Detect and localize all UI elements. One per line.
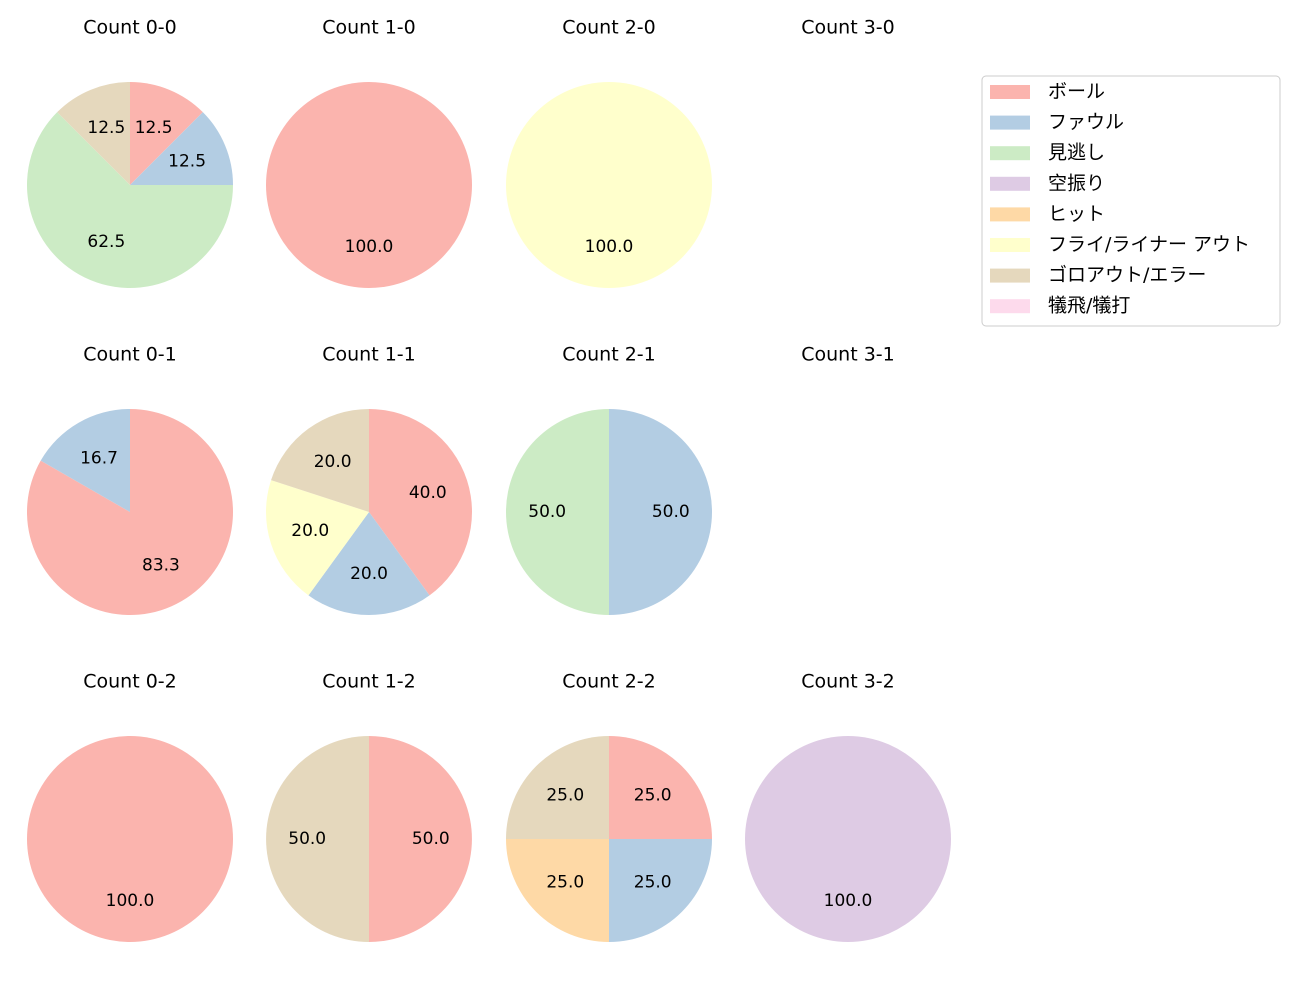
legend-swatch (990, 238, 1030, 252)
pie-slice (369, 736, 472, 942)
pie-title: Count 0-0 (83, 17, 177, 39)
pie-title: Count 2-2 (562, 671, 656, 693)
legend-swatch (990, 85, 1030, 99)
pie-slice (266, 82, 472, 288)
slice-label: 12.5 (87, 118, 125, 138)
slice-label: 50.0 (652, 502, 690, 522)
legend-label: 見逃し (1048, 142, 1105, 164)
slice-label: 100.0 (106, 891, 155, 911)
legend-swatch (990, 299, 1030, 314)
pie-slice (609, 736, 712, 839)
legend-swatch (990, 176, 1030, 191)
legend-swatch (990, 268, 1030, 283)
legend-swatch (990, 207, 1030, 222)
pie-slice (506, 409, 609, 615)
pie-slice (130, 112, 233, 185)
pie-slice (609, 839, 712, 942)
slice-label: 62.5 (87, 232, 125, 252)
pie-title: Count 3-2 (801, 671, 895, 693)
pie-slice (27, 736, 233, 942)
pie-title: Count 1-0 (322, 17, 416, 39)
pie-slice (369, 409, 472, 596)
slice-label: 100.0 (345, 237, 394, 257)
legend-label: ボール (1048, 81, 1105, 103)
pie-title: Count 2-1 (562, 344, 656, 366)
legend-label: ヒット (1048, 203, 1105, 225)
legend-frame (981, 75, 1281, 327)
pie-slice (27, 112, 234, 288)
pie-slice (57, 82, 131, 185)
slice-label: 100.0 (824, 891, 873, 911)
pie-slice (609, 409, 712, 615)
pie-slice (308, 512, 430, 615)
pie-title: Count 2-0 (562, 17, 656, 39)
pie-slice (271, 409, 369, 512)
pie-slice (506, 736, 609, 839)
slice-label: 50.0 (528, 502, 566, 522)
pie-slice (506, 839, 609, 942)
slice-label: 20.0 (314, 452, 352, 472)
slice-label: 25.0 (634, 873, 672, 893)
legend-swatch (990, 115, 1030, 130)
slice-label: 40.0 (409, 483, 447, 503)
slice-label: 16.7 (80, 449, 118, 469)
slice-label: 25.0 (634, 785, 672, 805)
slice-label: 50.0 (412, 829, 450, 849)
legend-label: ゴロアウト/エラー (1048, 264, 1206, 286)
pie-title: Count 0-1 (83, 344, 177, 366)
pie-title: Count 3-1 (801, 344, 895, 366)
legend-label: 空振り (1048, 172, 1105, 194)
legend-swatch (990, 146, 1030, 161)
pie-slice (27, 409, 233, 616)
slice-label: 12.5 (135, 118, 173, 138)
slice-label: 25.0 (546, 873, 584, 893)
slice-label: 20.0 (291, 521, 329, 541)
pie-title: Count 0-2 (83, 671, 177, 693)
pie-title: Count 1-1 (322, 344, 416, 366)
slice-label: 25.0 (546, 785, 584, 805)
pie-title: Count 3-0 (801, 17, 895, 39)
slice-label: 83.3 (142, 555, 180, 575)
legend-label: フライ/ライナー アウト (1048, 234, 1250, 256)
pie-slice (506, 82, 712, 288)
slice-label: 20.0 (350, 564, 388, 584)
legend-label: ファウル (1048, 111, 1124, 133)
pie-slice (130, 82, 203, 185)
pie-slice (266, 736, 369, 942)
pie-slice (266, 480, 369, 596)
slice-label: 12.5 (168, 151, 206, 171)
slice-label: 50.0 (288, 829, 326, 849)
pie-slice (40, 409, 130, 512)
slice-label: 100.0 (585, 237, 634, 257)
pie-title: Count 1-2 (322, 671, 416, 693)
pie-slice (745, 736, 951, 942)
legend-label: 犠飛/犠打 (1048, 295, 1130, 317)
